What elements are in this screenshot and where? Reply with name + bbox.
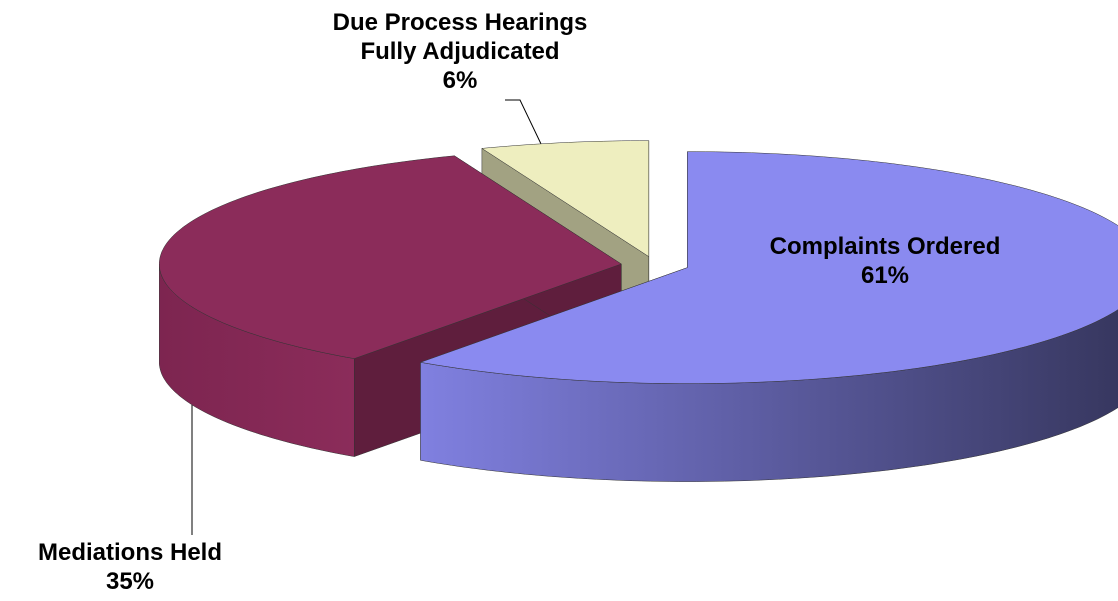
value-label: 35%	[105, 568, 155, 595]
category-label: Due Process Hearings Fully Adjudicated	[332, 9, 588, 65]
category-label: Mediations Held	[37, 539, 223, 566]
slice	[159, 155, 622, 359]
leader-line	[505, 99, 543, 147]
slice-label: Due Process Hearings Fully Adjudicated 6%	[310, 8, 610, 95]
slice-label: Complaints Ordered 61%	[720, 232, 1050, 290]
slice	[419, 151, 1118, 384]
value-label: 6%	[442, 67, 478, 94]
slice-label: Mediations Held 35%	[0, 538, 260, 596]
category-label: Complaints Ordered	[769, 233, 1001, 260]
value-label: 61%	[860, 262, 910, 289]
slice	[481, 140, 650, 258]
